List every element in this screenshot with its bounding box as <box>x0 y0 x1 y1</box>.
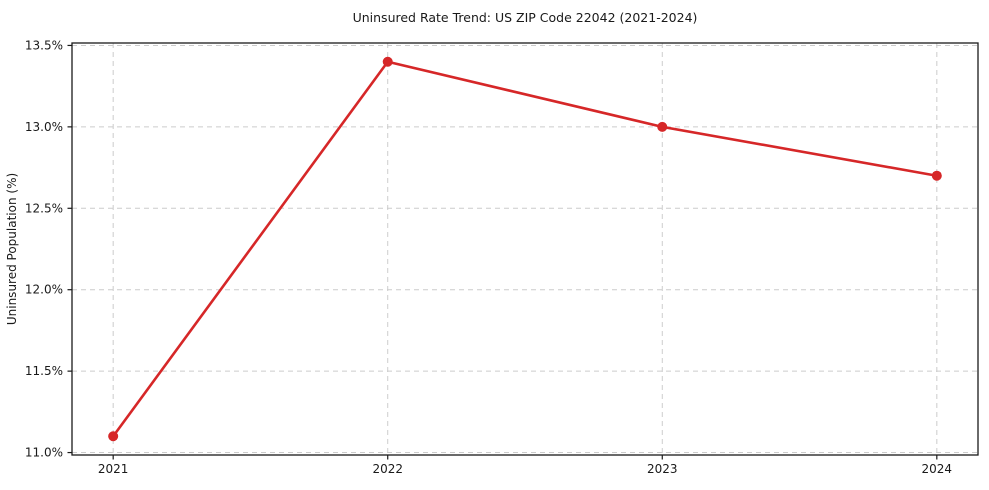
y-tick-label: 12.0% <box>25 283 63 297</box>
y-tick-label: 13.0% <box>25 120 63 134</box>
y-tick-label: 11.5% <box>25 364 63 378</box>
plot-box-spines <box>71 42 979 456</box>
x-tick-label: 2022 <box>372 462 403 476</box>
x-tick-label: 2023 <box>647 462 678 476</box>
grid-layer <box>72 43 978 455</box>
data-point-marker <box>931 170 942 181</box>
data-point-marker <box>108 431 119 442</box>
x-tick-label: 2021 <box>98 462 129 476</box>
y-tick-label: 11.0% <box>25 446 63 460</box>
trend-line <box>111 60 939 438</box>
chart-title: Uninsured Rate Trend: US ZIP Code 22042 … <box>353 10 698 25</box>
data-point-marker <box>657 121 668 132</box>
y-axis-label: Uninsured Population (%) <box>5 173 19 325</box>
y-tick-label: 12.5% <box>25 201 63 215</box>
x-tick-label: 2024 <box>922 462 953 476</box>
axes-layer: 2021 2022 2023 2024 11.0% 11.5% 12.0% 12.5% 13.0… <box>25 38 979 476</box>
series-layer <box>108 56 942 442</box>
y-tick-label: 13.5% <box>25 38 63 52</box>
data-point-marker <box>382 56 393 67</box>
